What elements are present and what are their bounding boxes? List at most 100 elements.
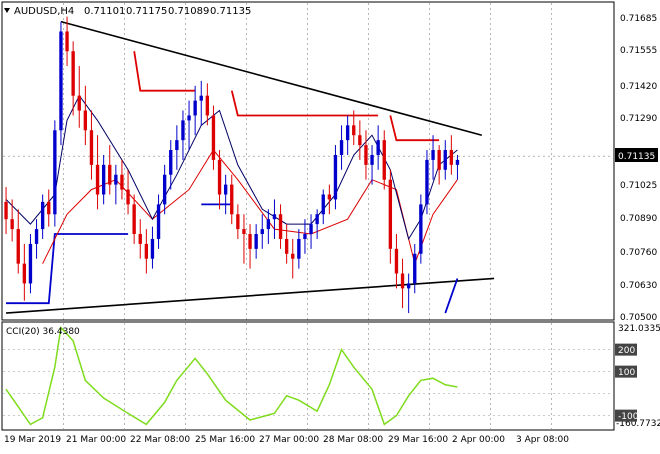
candle-body — [223, 184, 228, 195]
candle-body — [419, 204, 423, 254]
candle-body — [297, 238, 301, 259]
time-tick: 2 Apr 00:00 — [452, 435, 505, 445]
candle-body — [254, 234, 258, 249]
candle-body — [65, 31, 69, 52]
ohlc-open: 0.71101 — [84, 6, 125, 17]
candle-body — [236, 214, 240, 230]
candle-body — [242, 229, 246, 235]
support-step-line — [444, 278, 459, 314]
candle-body — [358, 135, 362, 146]
candle-body — [10, 219, 14, 230]
candle-body — [364, 145, 368, 165]
resistance-step-line — [230, 90, 379, 117]
candle-body — [394, 248, 399, 274]
price-tick: 0.70890 — [620, 214, 657, 224]
candle-body — [89, 130, 94, 165]
candle-body — [333, 154, 338, 200]
candle-body — [83, 110, 88, 131]
candle-body — [382, 140, 386, 180]
price-tick: 0.70500 — [620, 313, 657, 323]
candle-body — [437, 150, 441, 170]
dropdown-triangle-icon[interactable] — [4, 8, 10, 13]
grid — [3, 3, 613, 429]
candle-body — [28, 243, 33, 284]
candle-body — [345, 125, 350, 141]
candle-body — [400, 273, 405, 289]
candle-body — [77, 95, 81, 111]
candle-body — [187, 115, 191, 121]
candle-body — [16, 229, 20, 264]
candle-body — [114, 174, 118, 185]
candle-body — [388, 179, 393, 249]
ohlc-low: 0.71089 — [168, 6, 209, 17]
candle-body — [132, 204, 136, 235]
candle-body — [150, 238, 155, 259]
time-axis[interactable]: 19 Mar 2019 21 Mar 00:00 22 Mar 08:00 25… — [4, 435, 569, 445]
candle-body — [193, 100, 197, 116]
cci-level-labels: 200 100 -100 — [615, 343, 639, 422]
candle-body — [370, 154, 374, 165]
time-tick: 27 Mar 00:00 — [259, 435, 319, 445]
resistance-step-line — [133, 51, 196, 92]
candle-body — [4, 201, 8, 220]
candle-body — [47, 201, 51, 215]
candle-body — [40, 201, 45, 230]
price-axis[interactable]: 0.71685 0.71555 0.71420 0.71290 0.71025 … — [620, 14, 657, 323]
candle-body — [455, 159, 460, 165]
candle-body — [59, 31, 63, 131]
candle-body — [199, 95, 203, 101]
candle-body — [95, 164, 100, 195]
current-price-label: 0.71135 — [618, 152, 655, 162]
time-tick: 21 Mar 00:00 — [66, 435, 126, 445]
candle-body — [211, 115, 216, 160]
candle-body — [156, 204, 161, 239]
cci-label: CCI(20) 36.4380 — [6, 327, 80, 337]
candle-body — [266, 219, 271, 230]
candle-body — [376, 140, 380, 155]
ohlc-high: 0.71175 — [126, 6, 167, 17]
candle-body — [278, 214, 283, 239]
candle-body — [22, 263, 27, 284]
price-tick: 0.70760 — [620, 248, 657, 258]
candle-body — [260, 229, 264, 235]
symbol-label: AUDUSD,H4 — [14, 6, 74, 17]
time-tick: 29 Mar 16:00 — [388, 435, 448, 445]
candle-body — [138, 234, 142, 244]
candle-body — [53, 130, 57, 215]
price-plot[interactable] — [4, 16, 495, 314]
price-tick: 0.70630 — [620, 281, 657, 291]
cci-level-value: 100 — [618, 368, 635, 378]
time-tick: 22 Mar 08:00 — [130, 435, 190, 445]
ohlc-close: 0.71135 — [210, 6, 251, 17]
candle-body — [120, 174, 124, 190]
candle-body — [34, 229, 39, 244]
candle-body — [108, 164, 112, 185]
cci-bottom-value: -160.7732 — [616, 419, 660, 429]
candle-body — [284, 238, 289, 254]
cci-top-value: 321.0335 — [618, 324, 660, 334]
candle-body — [162, 174, 167, 205]
candle-body — [449, 150, 454, 165]
candle-body — [431, 150, 435, 160]
price-tick: 0.71025 — [620, 181, 657, 191]
trendline — [5, 277, 495, 314]
cci-plot[interactable] — [3, 325, 613, 426]
candle-body — [327, 194, 332, 200]
candle-body — [101, 164, 106, 195]
candle-body — [352, 125, 356, 136]
candle-body — [144, 243, 149, 259]
fast-ma-line — [5, 94, 458, 241]
cci-level-value: 200 — [618, 346, 635, 356]
support-step-line — [6, 233, 129, 305]
price-tick: 0.71555 — [620, 46, 657, 56]
candle-body — [230, 184, 234, 215]
candle-body — [272, 214, 277, 220]
price-tick: 0.71685 — [620, 14, 657, 24]
candle-body — [413, 253, 417, 284]
candle-body — [303, 234, 307, 239]
price-tick: 0.71420 — [620, 82, 657, 92]
candle-body — [205, 95, 210, 116]
